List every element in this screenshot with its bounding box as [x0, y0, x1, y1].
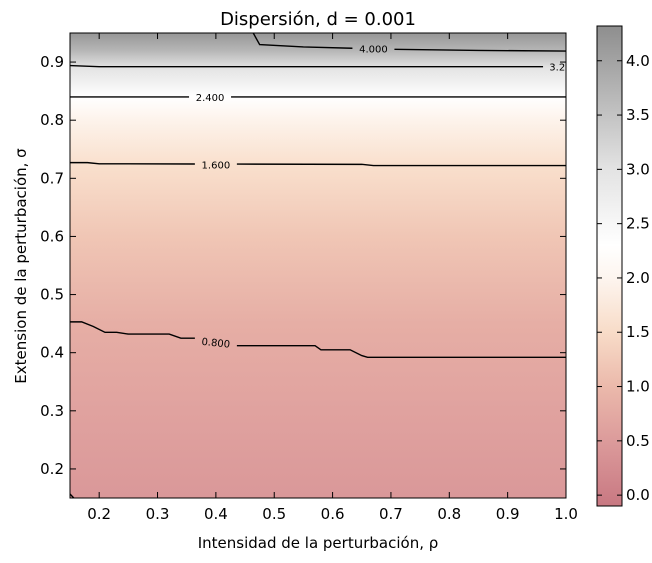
colorbar: 0.0 0.5 1.0 1.5 2.0 2.5 3.0 3.5 4.0: [596, 25, 650, 507]
colorbar-tick-label: 0.0: [626, 486, 650, 504]
contour-segment: [70, 161, 195, 165]
x-tick-label: 0.4: [204, 505, 228, 523]
colorbar-gradient-bar: [597, 26, 622, 506]
y-tick-label: 0.7: [40, 169, 64, 187]
colorbar-tick-label: 3.5: [626, 106, 650, 124]
y-tick-label: 0.4: [40, 344, 64, 362]
x-tick-label: 1.0: [554, 505, 578, 523]
contour-segment: [394, 48, 566, 52]
x-tick-label: 0.3: [146, 505, 170, 523]
y-tick-label: 0.6: [40, 227, 64, 245]
colorbar-tick-label: 1.5: [626, 323, 650, 341]
x-axis-label: Intensidad de la perturbación, ρ: [198, 534, 439, 552]
contour-label: 4.000: [359, 45, 388, 56]
contour-segment: [70, 321, 195, 339]
x-tick-label: 0.2: [87, 505, 111, 523]
x-tick-label: 0.7: [379, 505, 403, 523]
y-tick-label: 0.2: [40, 460, 64, 478]
x-tick-label: 0.8: [437, 505, 461, 523]
contour-line-3.2: 3.2: [70, 63, 565, 74]
heatmap-field: [70, 33, 566, 498]
contour-label: 0.800: [201, 337, 231, 351]
x-axis-ticks: 0.2 0.3 0.4 0.5 0.6 0.7 0.8 0.9 1.0: [87, 33, 578, 523]
y-tick-label: 0.8: [40, 111, 64, 129]
contour-line-edge: [70, 493, 75, 498]
contour-line-4.000: 4.000: [252, 33, 566, 56]
y-axis-label: Extension de la perturbación, σ: [12, 148, 30, 384]
colorbar-tick-label: 0.5: [626, 432, 650, 450]
contour-segment: [236, 163, 566, 167]
colorbar-tick-label: 4.0: [626, 52, 650, 70]
colorbar-tick-label: 1.0: [626, 378, 650, 396]
colorbar-frame: [596, 25, 623, 507]
contour-label: 3.2: [549, 63, 565, 74]
contour-segment: [70, 493, 75, 498]
colorbar-tick-label: 3.0: [626, 160, 650, 178]
contour-segment: [252, 33, 353, 49]
x-tick-label: 0.6: [321, 505, 345, 523]
contour-layer: 0.800 1.600 2.400 3.2 4.000: [70, 33, 566, 498]
y-tick-label: 0.9: [40, 53, 64, 71]
colorbar-ticks: 0.0 0.5 1.0 1.5 2.0 2.5 3.0 3.5 4.0: [597, 52, 650, 504]
contour-label: 2.400: [196, 93, 225, 104]
x-tick-label: 0.9: [496, 505, 520, 523]
contour-line-2.400: 2.400: [70, 93, 566, 104]
contour-line-0.800: 0.800: [70, 321, 566, 359]
x-tick-label: 0.5: [262, 505, 286, 523]
y-axis-ticks: 0.2 0.3 0.4 0.5 0.6 0.7 0.8 0.9: [40, 53, 566, 478]
contour-label: 1.600: [202, 160, 231, 171]
y-tick-label: 0.3: [40, 402, 64, 420]
contour-segment: [70, 64, 544, 68]
plot-frame: [69, 32, 567, 499]
colorbar-tick-label: 2.0: [626, 269, 650, 287]
contour-line-1.600: 1.600: [70, 160, 566, 171]
y-tick-label: 0.5: [40, 286, 64, 304]
chart-title: Dispersión, d = 0.001: [220, 9, 416, 30]
contour-segment: [236, 345, 566, 359]
colorbar-tick-label: 2.5: [626, 215, 650, 233]
